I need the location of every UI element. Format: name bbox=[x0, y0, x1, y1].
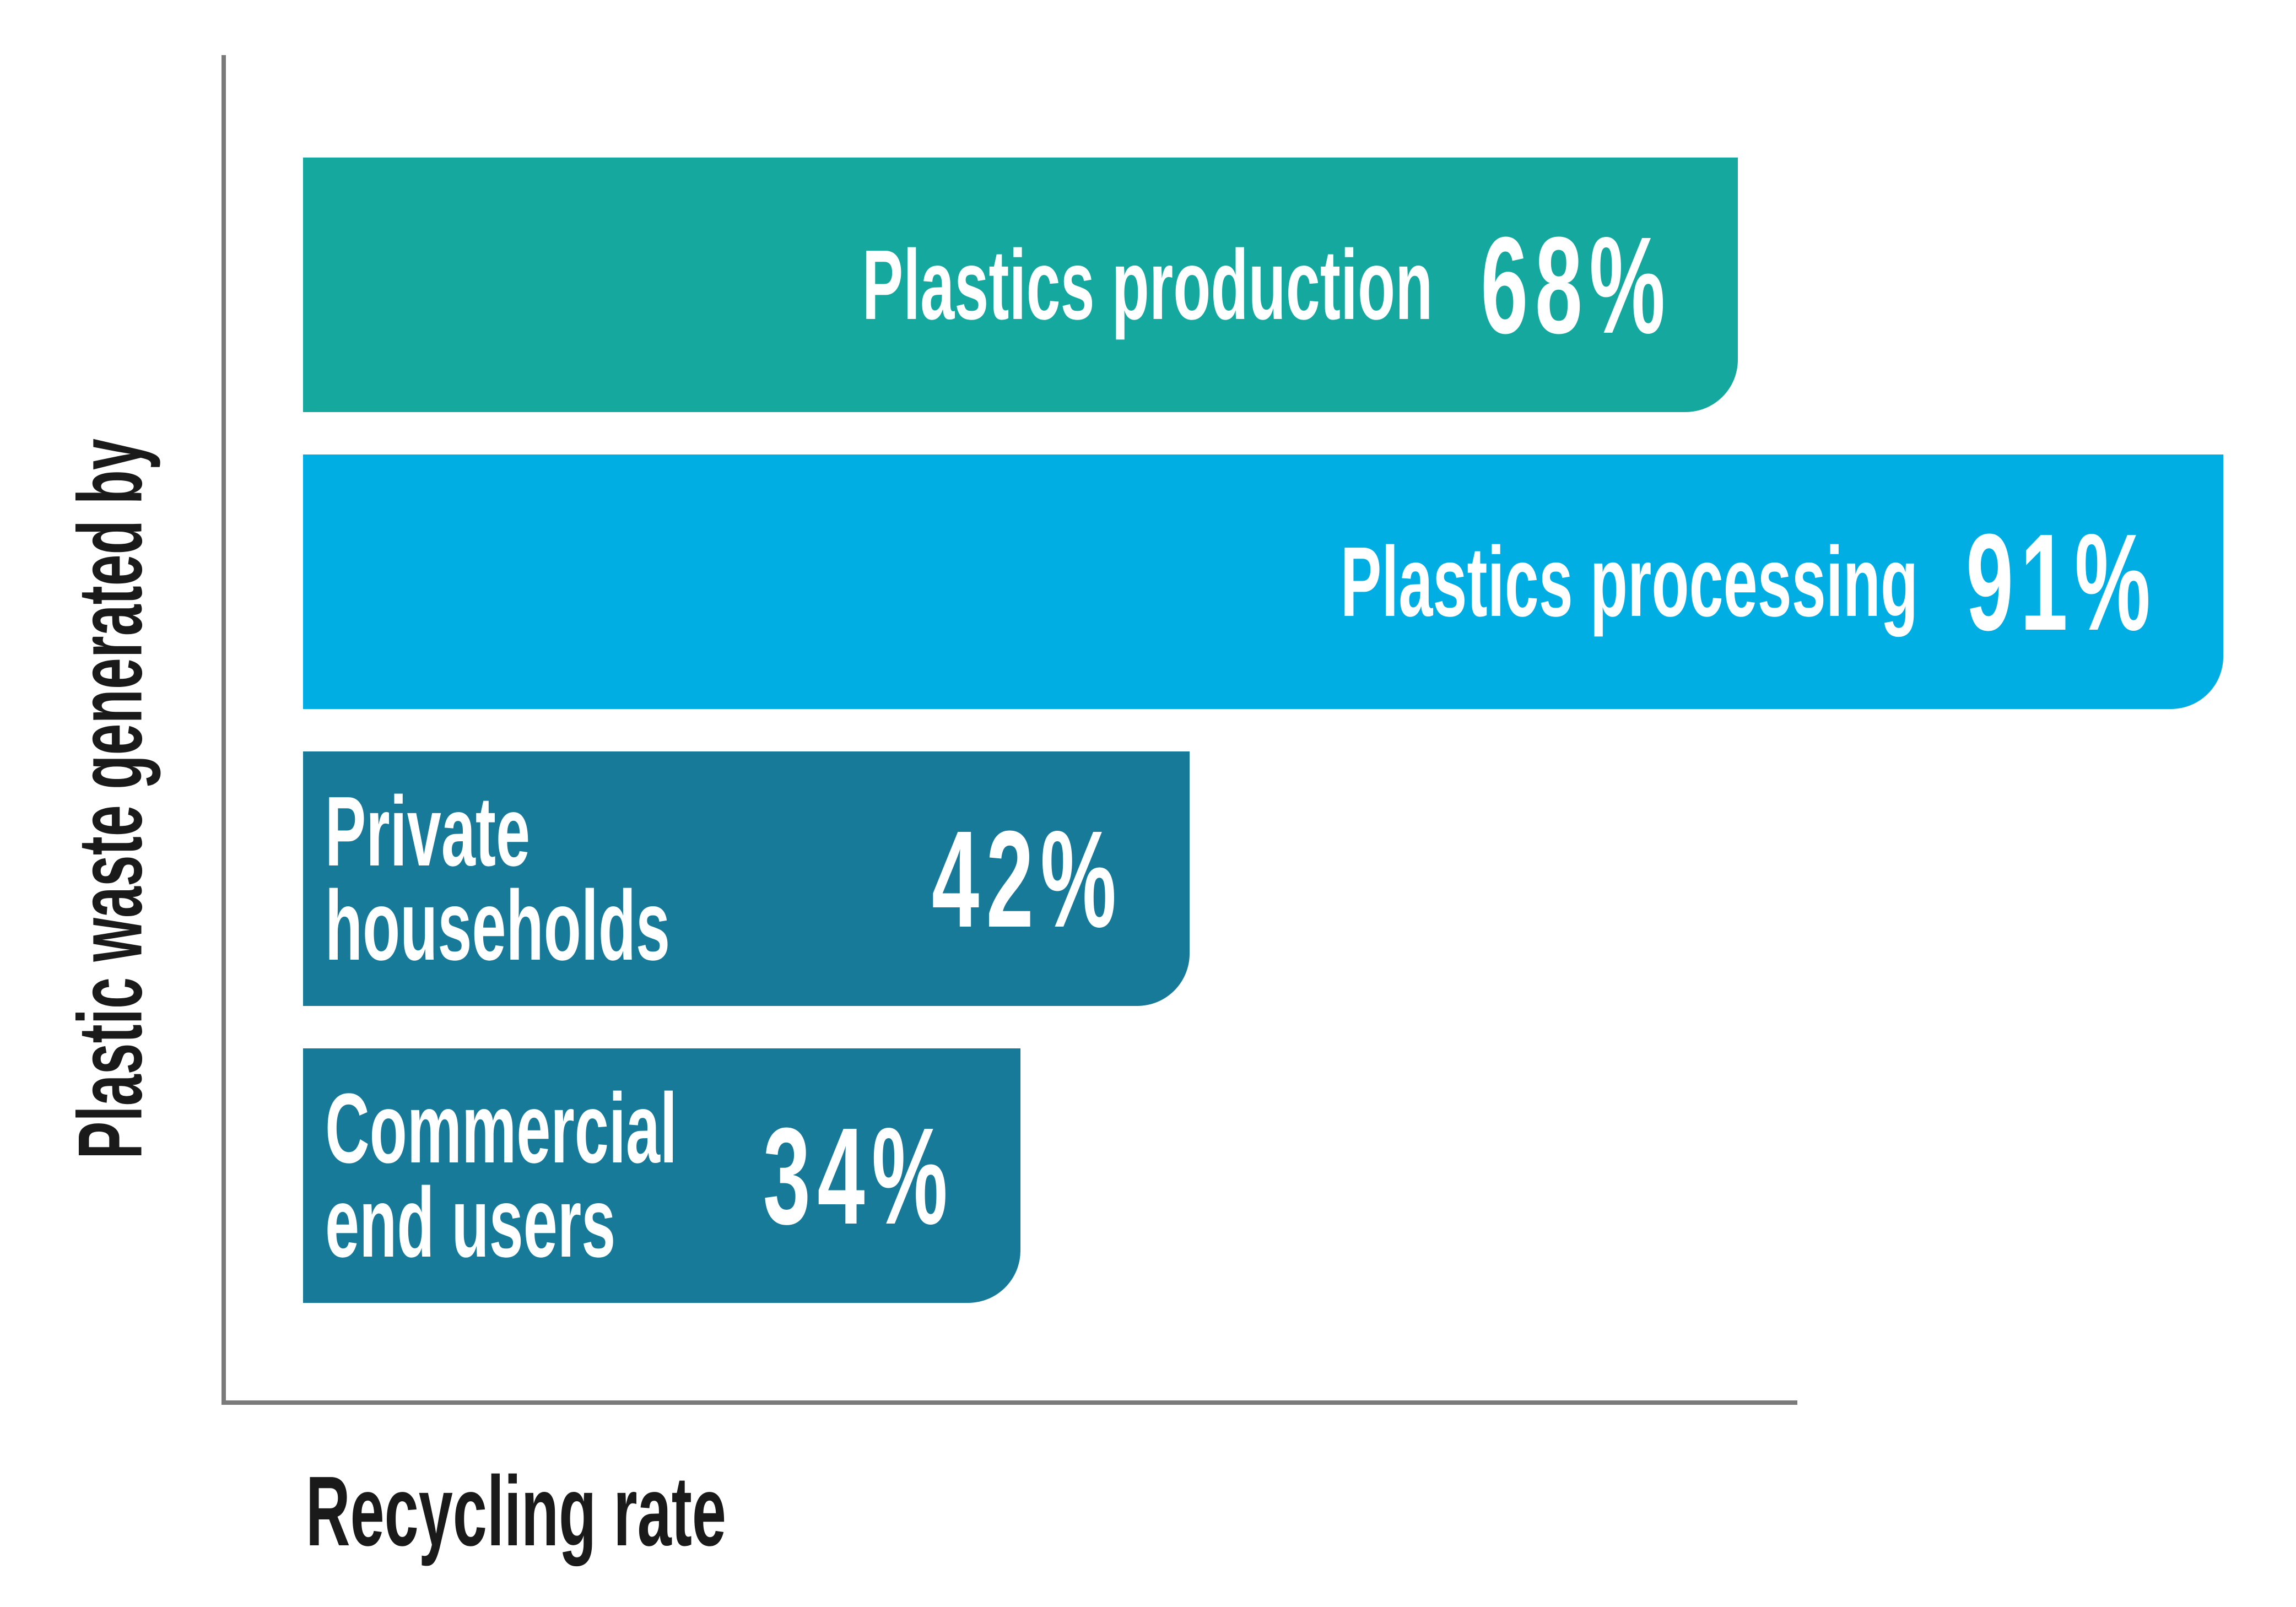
category-label: Plastics production bbox=[862, 229, 1433, 340]
bar: Plastics production 68% bbox=[303, 158, 1738, 412]
x-axis-line bbox=[222, 1400, 1797, 1405]
value-label: 42% bbox=[932, 802, 1123, 956]
bar-label-group: Private households 42% bbox=[325, 751, 1123, 1006]
y-axis-line bbox=[222, 55, 226, 1405]
x-axis-title: Recycling rate bbox=[306, 1456, 726, 1567]
category-label: Private households bbox=[325, 776, 671, 981]
value-label: 68% bbox=[1480, 208, 1672, 362]
bar-label-group: Plastics production 68% bbox=[325, 158, 1672, 412]
category-label: Commercial end users bbox=[325, 1073, 677, 1278]
category-label: Plastics processing bbox=[1340, 526, 1919, 637]
bar: Plastics processing 91% bbox=[303, 454, 2224, 709]
bar-label-group: Plastics processing 91% bbox=[325, 454, 2157, 709]
bar: Private households 42% bbox=[303, 751, 1190, 1006]
value-label: 34% bbox=[763, 1099, 955, 1253]
bar: Commercial end users 34% bbox=[303, 1048, 1021, 1303]
y-axis-title: Plastic waste generated by bbox=[59, 439, 161, 1159]
bar-label-group: Commercial end users 34% bbox=[325, 1048, 954, 1303]
value-label: 91% bbox=[1965, 505, 2158, 659]
